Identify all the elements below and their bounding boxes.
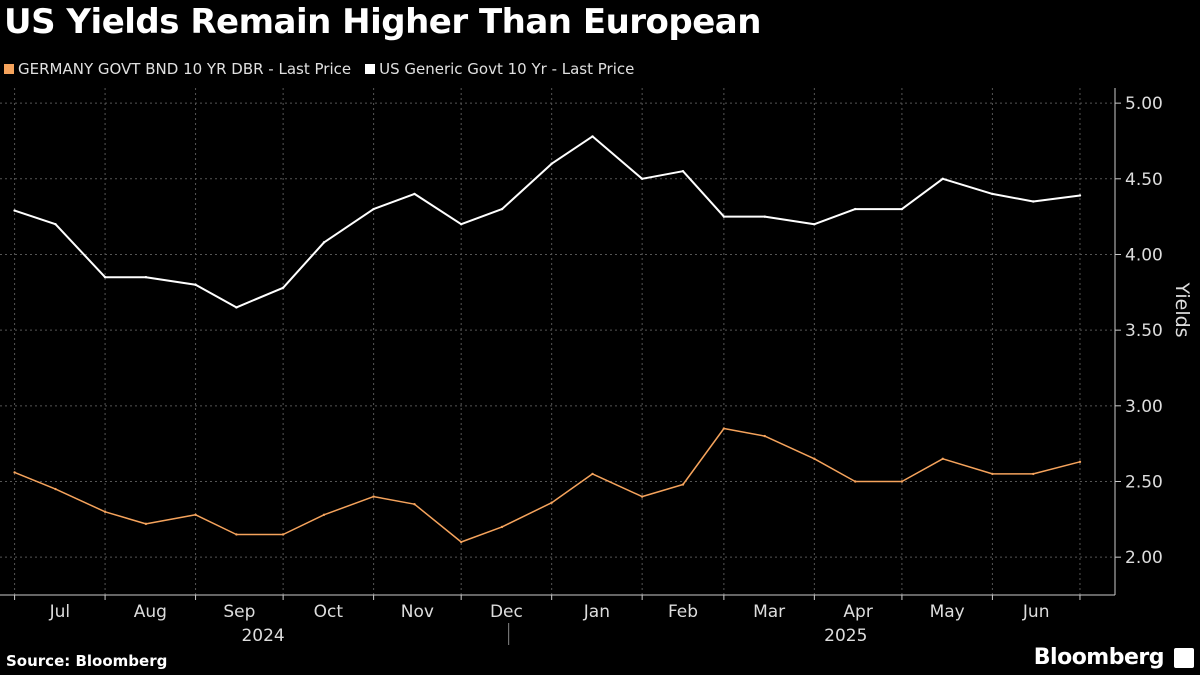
- data-point-germany: [763, 434, 766, 438]
- data-point-us: [900, 207, 904, 211]
- x-tick-label: Dec: [490, 602, 523, 622]
- y-tick-label: 4.50: [1125, 170, 1163, 190]
- y-tick-label: 2.50: [1125, 472, 1163, 492]
- data-point-us: [54, 223, 57, 226]
- data-point-germany: [54, 487, 57, 491]
- x-tick-label: Mar: [753, 602, 785, 622]
- data-point-germany: [941, 457, 944, 460]
- legend-item-us: US Generic Govt 10 Yr - Last Price: [365, 60, 634, 78]
- data-point-us: [413, 192, 416, 196]
- data-point-germany: [322, 513, 326, 516]
- data-point-germany: [722, 427, 726, 430]
- chart-title: US Yields Remain Higher Than European: [4, 2, 761, 42]
- x-tick-label: May: [930, 602, 965, 622]
- bloomberg-icon: [1174, 648, 1194, 668]
- x-year-label: 2024: [241, 626, 284, 646]
- data-point-us: [144, 275, 148, 279]
- legend-label-germany: GERMANY GOVT BND 10 YR DBR - Last Price: [18, 60, 352, 78]
- y-axis-label: Yields: [1171, 281, 1193, 337]
- data-point-germany: [1078, 460, 1082, 464]
- data-point-germany: [1032, 472, 1035, 476]
- y-tick-label: 3.50: [1125, 321, 1163, 341]
- series-line-germany: [14, 427, 1081, 543]
- data-point-us: [854, 207, 857, 211]
- data-point-germany: [813, 457, 816, 460]
- data-point-germany: [681, 483, 685, 486]
- legend-swatch-us: [365, 64, 376, 74]
- data-point-us: [1078, 194, 1082, 197]
- y-tick-label: 5.00: [1125, 94, 1163, 114]
- x-tick-label: Jun: [1022, 602, 1050, 622]
- data-point-us: [281, 286, 285, 289]
- data-point-germany: [459, 540, 463, 544]
- x-tick-label: Sep: [223, 602, 255, 622]
- data-point-germany: [281, 533, 285, 536]
- x-tick-label: Nov: [401, 602, 434, 622]
- data-point-us: [722, 215, 726, 218]
- data-point-us: [550, 162, 553, 165]
- data-point-us: [813, 223, 816, 226]
- data-point-germany: [103, 510, 107, 513]
- data-point-germany: [413, 502, 416, 506]
- x-tick-label: Jul: [49, 602, 71, 622]
- data-point-germany: [194, 513, 197, 516]
- data-point-us: [194, 283, 197, 286]
- x-tick-label: Oct: [314, 602, 344, 622]
- data-point-us: [591, 135, 594, 138]
- y-tick-label: 2.00: [1125, 548, 1163, 568]
- data-point-us: [235, 306, 238, 309]
- series-line-us: [14, 135, 1081, 309]
- data-point-us: [681, 170, 685, 173]
- legend-swatch-germany: [4, 64, 14, 74]
- source-note: Source: Bloomberg: [6, 652, 168, 670]
- data-point-germany: [991, 472, 994, 476]
- legend-label-us: US Generic Govt 10 Yr - Last Price: [379, 60, 635, 78]
- x-tick-label: Apr: [843, 602, 872, 622]
- x-tick-label: Aug: [134, 602, 167, 622]
- y-tick-label: 3.00: [1125, 397, 1163, 417]
- data-point-us: [763, 215, 766, 218]
- data-point-germany: [900, 480, 904, 483]
- data-point-us: [103, 275, 107, 279]
- y-tick-label: 4.00: [1125, 245, 1163, 265]
- chart-legend: GERMANY GOVT BND 10 YR DBR - Last Price …: [4, 60, 634, 78]
- data-point-us: [372, 207, 375, 211]
- data-point-germany: [591, 472, 594, 476]
- x-tick-label: Jan: [583, 602, 610, 622]
- data-point-germany: [144, 522, 148, 526]
- data-point-us: [500, 207, 504, 211]
- data-point-germany: [550, 501, 553, 504]
- data-point-us: [640, 177, 644, 181]
- data-point-us: [322, 241, 326, 244]
- legend-item-germany: GERMANY GOVT BND 10 YR DBR - Last Price: [4, 60, 351, 78]
- x-tick-label: Feb: [668, 602, 698, 622]
- data-point-us: [941, 177, 944, 181]
- data-point-us: [459, 223, 463, 226]
- data-point-germany: [854, 480, 857, 483]
- data-point-germany: [372, 495, 375, 498]
- data-point-us: [13, 209, 16, 212]
- data-point-us: [1032, 200, 1035, 203]
- data-point-germany: [640, 495, 644, 498]
- data-point-us: [991, 192, 994, 196]
- data-point-germany: [13, 471, 16, 474]
- data-point-germany: [500, 525, 504, 529]
- x-year-label: 2025: [824, 626, 867, 646]
- data-point-germany: [235, 533, 238, 536]
- brand-logo: Bloomberg: [1033, 645, 1165, 670]
